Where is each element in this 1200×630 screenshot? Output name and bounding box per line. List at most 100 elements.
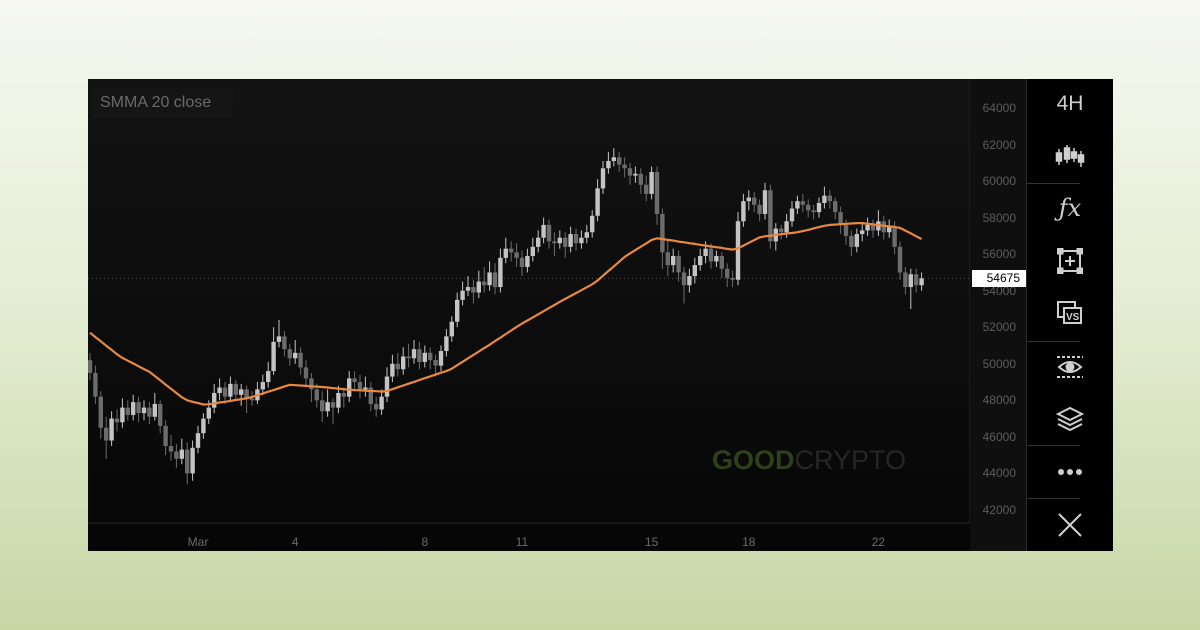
candle-body xyxy=(303,367,309,379)
candle-body xyxy=(838,212,843,225)
candle-body xyxy=(854,234,859,247)
candle-body xyxy=(325,402,330,412)
candle-body xyxy=(606,160,611,169)
y-tick-label: 48000 xyxy=(982,393,1016,408)
candle-body xyxy=(98,396,103,428)
x-tick-label: 18 xyxy=(742,535,756,549)
candle-body xyxy=(276,336,282,342)
candle-body xyxy=(93,372,98,397)
toolbar-divider xyxy=(1027,445,1080,446)
chart-type-button[interactable] xyxy=(1027,134,1113,178)
candle-body xyxy=(725,268,730,278)
candle-body xyxy=(460,290,465,300)
candlestick-chart[interactable] xyxy=(88,79,970,551)
candle-body xyxy=(482,281,487,286)
compare-button[interactable]: VS xyxy=(1027,291,1113,335)
y-tick-label: 52000 xyxy=(982,320,1016,335)
candle-body xyxy=(897,246,903,273)
candle-body xyxy=(638,173,643,185)
candle-body xyxy=(293,352,298,359)
candle-body xyxy=(768,190,773,242)
candle-body xyxy=(649,171,654,194)
y-tick-label: 64000 xyxy=(982,101,1016,115)
indicators-button[interactable]: ƒx xyxy=(1027,186,1113,230)
candle-body xyxy=(827,195,832,202)
candle-body xyxy=(422,352,427,362)
candle-body xyxy=(287,349,292,359)
candle-body xyxy=(282,336,287,350)
candle-body xyxy=(249,398,255,401)
fx-icon: ƒx xyxy=(1058,194,1082,222)
candle-body xyxy=(406,356,411,359)
candle-body xyxy=(687,276,692,286)
candle-body xyxy=(730,277,735,280)
candle-body xyxy=(131,402,136,415)
candle-body xyxy=(492,272,498,288)
candle-body xyxy=(428,352,433,361)
candle-body xyxy=(546,224,552,242)
candle-body xyxy=(168,445,174,452)
candle-body xyxy=(579,237,584,244)
candle-body xyxy=(104,427,109,441)
candle-body xyxy=(212,393,217,408)
close-button[interactable] xyxy=(1027,503,1113,547)
candle-body xyxy=(552,241,557,244)
candle-body xyxy=(487,272,492,286)
plot-area[interactable]: SMMA 20 close GOODCRYPTO Mar 4 8 11 15 18 22 xyxy=(88,79,970,551)
x-tick-label: 4 xyxy=(291,535,299,549)
candle-body xyxy=(125,407,130,415)
candle-body xyxy=(779,228,784,233)
visibility-button[interactable] xyxy=(1027,345,1113,389)
candle-body xyxy=(379,396,384,410)
candle-body xyxy=(735,221,741,280)
candle-body xyxy=(811,210,816,213)
x-tick-label: 22 xyxy=(871,535,886,549)
candle-body xyxy=(816,203,822,213)
candle-body xyxy=(384,376,390,397)
chart-toolbar: 4H ƒx VS xyxy=(1026,79,1113,551)
candle-body xyxy=(476,281,481,293)
indicator-label[interactable]: SMMA 20 close xyxy=(92,88,233,118)
x-tick-label: 15 xyxy=(644,535,659,549)
candle-body xyxy=(179,449,184,459)
candle-body xyxy=(341,393,346,397)
candle-body xyxy=(887,226,892,233)
more-button[interactable] xyxy=(1027,450,1113,494)
layers-button[interactable] xyxy=(1027,397,1113,441)
candle-body xyxy=(438,350,444,366)
y-tick-label: 44000 xyxy=(982,466,1016,481)
candle-body xyxy=(228,383,233,397)
candle-body xyxy=(206,407,211,419)
candle-body xyxy=(914,274,919,286)
drawing-tools-button[interactable] xyxy=(1027,239,1113,283)
toolbar-divider xyxy=(1027,498,1080,499)
candle-body xyxy=(239,389,244,395)
candle-body xyxy=(633,173,638,176)
candle-body xyxy=(795,201,800,209)
last-price-tag: 54675 xyxy=(972,269,1026,287)
candle-body xyxy=(671,255,676,266)
candle-body xyxy=(401,356,406,370)
candle-body xyxy=(611,157,616,161)
timeframe-button[interactable]: 4H xyxy=(1056,92,1084,115)
candle-body xyxy=(163,425,168,446)
candle-body xyxy=(233,383,238,395)
candle-body xyxy=(336,393,341,408)
candle-body xyxy=(622,164,627,169)
candle-body xyxy=(762,190,768,214)
candle-body xyxy=(708,248,714,262)
candle-body xyxy=(714,255,719,262)
candle-body xyxy=(800,201,805,205)
candle-body xyxy=(536,237,541,247)
candle-body xyxy=(703,248,708,256)
y-tick-label: 62000 xyxy=(982,137,1016,152)
watermark-good: GOOD xyxy=(712,445,795,475)
candle-body xyxy=(822,195,827,204)
price-axis[interactable]: 64000 62000 60000 58000 56000 54000 52000 50000… xyxy=(970,79,1026,551)
candle-body xyxy=(158,403,163,426)
x-tick-label: Mar xyxy=(187,535,209,549)
candle-body xyxy=(217,387,222,394)
candle-body xyxy=(784,221,789,233)
candle-body xyxy=(833,201,838,213)
candle-body xyxy=(843,224,849,236)
